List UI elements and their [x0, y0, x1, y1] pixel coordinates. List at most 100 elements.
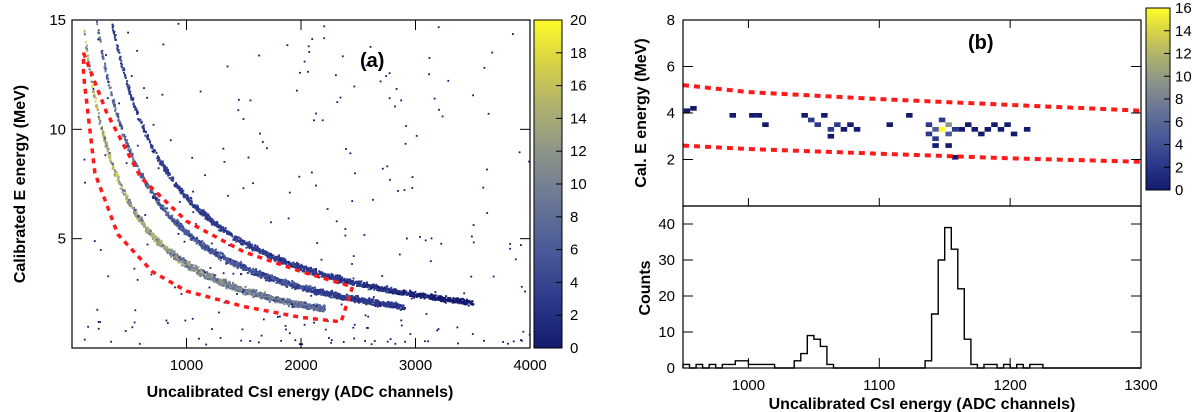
- y-tick-label: 30: [658, 252, 675, 269]
- scatter-point-band-3: [371, 283, 374, 286]
- scatter-point-band-3: [428, 295, 431, 297]
- scatter-point-band-2: [190, 235, 193, 238]
- scatter-point-background: [104, 154, 107, 157]
- scatter-point-band-2: [101, 55, 104, 58]
- scatter-point-band-2: [105, 75, 108, 78]
- scatter-point-band-3: [252, 248, 255, 251]
- scatter-point-band-2: [274, 277, 277, 280]
- scatter-point-band-2: [204, 248, 207, 251]
- scatter-point-band-2: [219, 259, 222, 262]
- scatter-point-band-2: [104, 70, 107, 73]
- scatter-point-band-3: [328, 275, 331, 277]
- scatter-point-band-1: [258, 291, 261, 294]
- scatter-point-band-2: [389, 306, 392, 309]
- scatter-point-band-3: [247, 244, 250, 247]
- scatter-point-band-1: [289, 300, 292, 303]
- scatter-point-band-2: [380, 302, 383, 305]
- scatter-point-band-3: [128, 86, 131, 88]
- scatter-point-band-1: [87, 54, 90, 57]
- scatter-point-band-2: [102, 57, 105, 60]
- scatter-point-band-3: [346, 281, 349, 284]
- scatter-point-band-2: [275, 281, 278, 284]
- scatter-point-band-3: [262, 252, 265, 255]
- scatter-point-background: [162, 43, 165, 46]
- scatter-point-background: [136, 279, 139, 281]
- scatter-point-band-1: [287, 305, 290, 308]
- scatter-point-band-1: [186, 260, 188, 263]
- scatter-point-band-1: [133, 207, 135, 209]
- scatter-point-band-3: [370, 286, 373, 289]
- scatter-point-band-1: [92, 90, 95, 92]
- scatter-point-band-2: [155, 201, 158, 204]
- scatter-point-band-2: [221, 252, 224, 255]
- scatter-point-band-2: [242, 268, 245, 271]
- scatter-point-band-3: [234, 236, 237, 239]
- scatter-point-band-2: [375, 300, 378, 303]
- scatter-point-band-2: [129, 152, 132, 155]
- scatter-point-background: [512, 340, 515, 343]
- scatter-point-band-1: [279, 301, 282, 304]
- scatter-point-background: [438, 108, 440, 111]
- scatter-point-band-2: [335, 296, 337, 299]
- scatter-point-band-2: [114, 103, 116, 106]
- heatmap-cell: [958, 127, 965, 132]
- x-tick-label: 4000: [513, 357, 546, 374]
- scatter-point-band-3: [164, 169, 167, 172]
- scatter-point-band-2: [171, 216, 173, 219]
- scatter-point-band-1: [316, 307, 319, 310]
- scatter-point-band-1: [260, 295, 263, 298]
- scatter-point-band-1: [283, 301, 285, 303]
- scatter-point-band-1: [102, 132, 105, 135]
- scatter-point-band-2: [283, 282, 286, 285]
- scatter-point-band-1: [116, 174, 119, 176]
- scatter-point-band-2: [190, 239, 193, 241]
- scatter-point-band-3: [300, 263, 303, 266]
- scatter-point-band-2: [159, 203, 162, 206]
- scatter-point-band-2: [196, 240, 199, 243]
- scatter-point-band-3: [226, 232, 229, 235]
- scatter-point-band-3: [442, 296, 445, 299]
- scatter-point-band-1: [214, 276, 216, 279]
- scatter-point-band-1: [212, 276, 215, 279]
- scatter-point-band-3: [354, 280, 357, 283]
- scatter-point-band-3: [187, 199, 190, 201]
- scatter-point-band-1: [148, 233, 151, 236]
- scatter-point-band-3: [228, 231, 231, 234]
- scatter-point-background: [291, 306, 294, 308]
- scatter-point-band-1: [174, 255, 177, 257]
- y-tick-label: 8: [667, 12, 675, 29]
- scatter-point-band-1: [106, 141, 109, 144]
- scatter-point-band-3: [300, 265, 302, 267]
- scatter-point-band-3: [375, 283, 378, 286]
- scatter-point-band-2: [249, 269, 251, 272]
- scatter-point-background: [313, 119, 315, 122]
- colorbar-tick-label: 14: [1175, 23, 1192, 40]
- scatter-point-band-1: [105, 143, 108, 146]
- heatmap-cell: [938, 127, 946, 132]
- scatter-point-band-1: [292, 304, 295, 307]
- scatter-point-band-2: [186, 231, 189, 234]
- scatter-point-band-3: [460, 298, 463, 300]
- scatter-point-band-3: [349, 278, 352, 281]
- scatter-point-band-3: [340, 281, 343, 284]
- scatter-point-band-1: [192, 264, 195, 267]
- panel-b-bottom-y-label: Counts: [637, 260, 654, 315]
- scatter-point-band-3: [417, 295, 420, 298]
- scatter-point-band-3: [251, 249, 254, 252]
- scatter-point-background: [353, 323, 356, 326]
- scatter-point-band-2: [354, 295, 357, 298]
- scatter-point-background: [280, 340, 282, 342]
- scatter-point-background: [99, 321, 101, 323]
- scatter-point-band-1: [185, 265, 188, 268]
- heatmap-cell: [978, 131, 985, 137]
- scatter-point-band-3: [186, 195, 189, 197]
- y-tick-label: 10: [658, 324, 675, 341]
- scatter-point-band-2: [164, 210, 167, 213]
- scatter-point-band-2: [244, 268, 247, 271]
- scatter-point-band-1: [198, 271, 201, 274]
- scatter-point-band-2: [392, 306, 394, 309]
- scatter-point-background: [204, 174, 206, 177]
- scatter-point-band-1: [310, 304, 313, 307]
- scatter-point-band-2: [173, 220, 176, 223]
